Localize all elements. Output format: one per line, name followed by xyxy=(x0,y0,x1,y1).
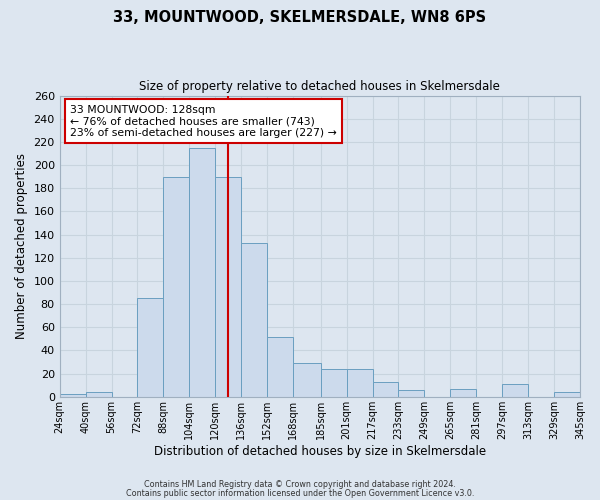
Text: 33, MOUNTWOOD, SKELMERSDALE, WN8 6PS: 33, MOUNTWOOD, SKELMERSDALE, WN8 6PS xyxy=(113,10,487,25)
Bar xyxy=(215,176,241,397)
Title: Size of property relative to detached houses in Skelmersdale: Size of property relative to detached ho… xyxy=(139,80,500,93)
X-axis label: Distribution of detached houses by size in Skelmersdale: Distribution of detached houses by size … xyxy=(154,444,486,458)
Bar xyxy=(163,176,190,397)
Text: 33 MOUNTWOOD: 128sqm
← 76% of detached houses are smaller (743)
23% of semi-deta: 33 MOUNTWOOD: 128sqm ← 76% of detached h… xyxy=(70,104,337,138)
Bar xyxy=(86,392,112,397)
Bar xyxy=(267,336,293,397)
Bar xyxy=(59,394,86,397)
Bar xyxy=(554,392,580,397)
Bar xyxy=(502,384,528,397)
Bar xyxy=(190,148,215,397)
Y-axis label: Number of detached properties: Number of detached properties xyxy=(15,153,28,339)
Bar xyxy=(293,363,320,397)
Text: Contains HM Land Registry data © Crown copyright and database right 2024.: Contains HM Land Registry data © Crown c… xyxy=(144,480,456,489)
Bar xyxy=(241,242,267,397)
Bar xyxy=(373,382,398,397)
Bar xyxy=(451,388,476,397)
Bar xyxy=(347,369,373,397)
Bar xyxy=(137,298,163,397)
Text: Contains public sector information licensed under the Open Government Licence v3: Contains public sector information licen… xyxy=(126,488,474,498)
Bar xyxy=(320,369,347,397)
Bar xyxy=(398,390,424,397)
